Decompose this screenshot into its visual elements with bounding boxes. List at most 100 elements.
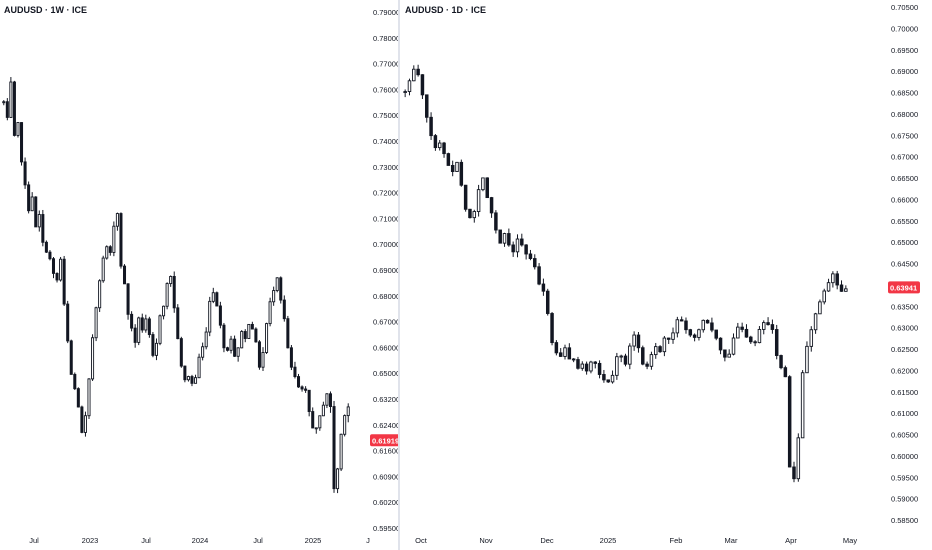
candle-body bbox=[489, 197, 494, 214]
candle bbox=[183, 365, 187, 383]
candle-body bbox=[831, 273, 835, 284]
candle bbox=[554, 340, 559, 356]
candle bbox=[94, 306, 98, 342]
candle bbox=[336, 467, 340, 494]
candle-body bbox=[558, 352, 563, 357]
candle bbox=[236, 347, 240, 362]
candle-body bbox=[533, 258, 537, 268]
candle-body bbox=[671, 332, 675, 340]
candle-body bbox=[51, 258, 56, 274]
candle bbox=[437, 140, 442, 151]
candle bbox=[805, 341, 809, 374]
candle-body bbox=[550, 313, 554, 344]
candle bbox=[619, 354, 623, 363]
candle bbox=[658, 345, 662, 353]
candle bbox=[649, 351, 654, 370]
candle bbox=[44, 240, 48, 253]
candle bbox=[463, 184, 468, 212]
candle-body bbox=[442, 142, 446, 155]
candle bbox=[307, 389, 311, 417]
candle-body bbox=[218, 305, 222, 326]
y-axis-tick-label: 0.68500 bbox=[891, 89, 918, 98]
candle bbox=[2, 100, 6, 106]
candle bbox=[225, 346, 230, 352]
y-axis-tick-label: 0.67000 bbox=[891, 153, 918, 162]
candle bbox=[710, 317, 714, 333]
candle-body bbox=[346, 406, 350, 417]
candle-body bbox=[537, 266, 541, 285]
y-axis-tick-label: 0.76000 bbox=[373, 85, 400, 94]
candle-body bbox=[2, 101, 6, 104]
candle bbox=[328, 391, 332, 413]
daily-chart-panel[interactable]: AUDUSD · 1D · ICE 0.70500 0.70000 0.69500 0… bbox=[400, 0, 932, 550]
candle bbox=[442, 141, 446, 158]
candle bbox=[286, 315, 290, 349]
last-price-label: 0.63941 bbox=[890, 283, 917, 292]
candle bbox=[502, 232, 507, 247]
last-price-badge: 0.63941 bbox=[888, 281, 920, 294]
candle bbox=[692, 333, 697, 342]
candle-body bbox=[792, 466, 796, 480]
candle bbox=[325, 393, 329, 409]
candle bbox=[59, 256, 63, 282]
candle bbox=[796, 433, 801, 482]
x-axis-tick-label: Jul bbox=[253, 536, 263, 545]
candle bbox=[76, 387, 80, 408]
candle bbox=[800, 370, 805, 439]
weekly-chart-svg[interactable]: 0.79000 0.78000 0.77000 0.76000 0.75000 0.740… bbox=[0, 0, 400, 550]
y-axis-tick-label: 0.65000 bbox=[373, 369, 400, 378]
candle bbox=[783, 365, 788, 378]
candle bbox=[101, 255, 105, 283]
candle-body bbox=[450, 164, 455, 172]
candle-body bbox=[692, 334, 697, 338]
x-axis-tick-label: 2024 bbox=[192, 536, 209, 545]
candle-body bbox=[41, 214, 45, 243]
candle bbox=[48, 250, 52, 261]
candle-body bbox=[186, 376, 190, 381]
candle bbox=[9, 77, 13, 118]
candle bbox=[636, 331, 641, 353]
candle bbox=[73, 372, 77, 391]
candle bbox=[688, 328, 693, 338]
candle-body bbox=[666, 337, 671, 340]
panel-divider[interactable] bbox=[398, 0, 400, 550]
candle-body bbox=[158, 315, 162, 344]
candle bbox=[197, 353, 201, 379]
weekly-chart-panel[interactable]: AUDUSD · 1W · ICE 0.79000 0.78000 0.77000 0… bbox=[0, 0, 400, 550]
candle bbox=[275, 277, 279, 293]
candle-body bbox=[268, 301, 272, 325]
candle-body bbox=[813, 313, 818, 331]
candle-body bbox=[165, 283, 169, 307]
candle-body bbox=[520, 238, 524, 246]
candle-body bbox=[727, 353, 731, 358]
candle-body bbox=[247, 323, 251, 339]
candle-body bbox=[190, 376, 194, 384]
candle bbox=[835, 270, 839, 290]
candle bbox=[537, 263, 541, 286]
candle bbox=[787, 375, 792, 468]
candle bbox=[233, 335, 237, 357]
candle bbox=[718, 337, 723, 355]
candle-body bbox=[796, 437, 801, 480]
candle bbox=[740, 322, 744, 333]
daily-chart-svg[interactable]: 0.70500 0.70000 0.69500 0.69000 0.68500 0.680… bbox=[400, 0, 932, 550]
y-axis-tick-label: 0.62400 bbox=[373, 421, 400, 430]
candle bbox=[162, 305, 166, 320]
candle bbox=[731, 333, 736, 356]
candle-body bbox=[208, 300, 212, 333]
candle bbox=[476, 184, 481, 217]
candle bbox=[130, 311, 134, 332]
candle-body bbox=[101, 257, 105, 282]
candle bbox=[533, 254, 537, 270]
candle bbox=[204, 327, 208, 350]
candle-body bbox=[632, 334, 636, 347]
candle bbox=[602, 369, 606, 383]
candle-body bbox=[507, 233, 511, 246]
candle bbox=[489, 196, 494, 218]
candle bbox=[425, 94, 429, 123]
candle-body bbox=[779, 355, 783, 369]
candle-body bbox=[844, 288, 848, 292]
y-axis-tick-label: 0.69500 bbox=[891, 46, 918, 55]
candle-body bbox=[740, 326, 744, 330]
candle-body bbox=[662, 337, 667, 353]
